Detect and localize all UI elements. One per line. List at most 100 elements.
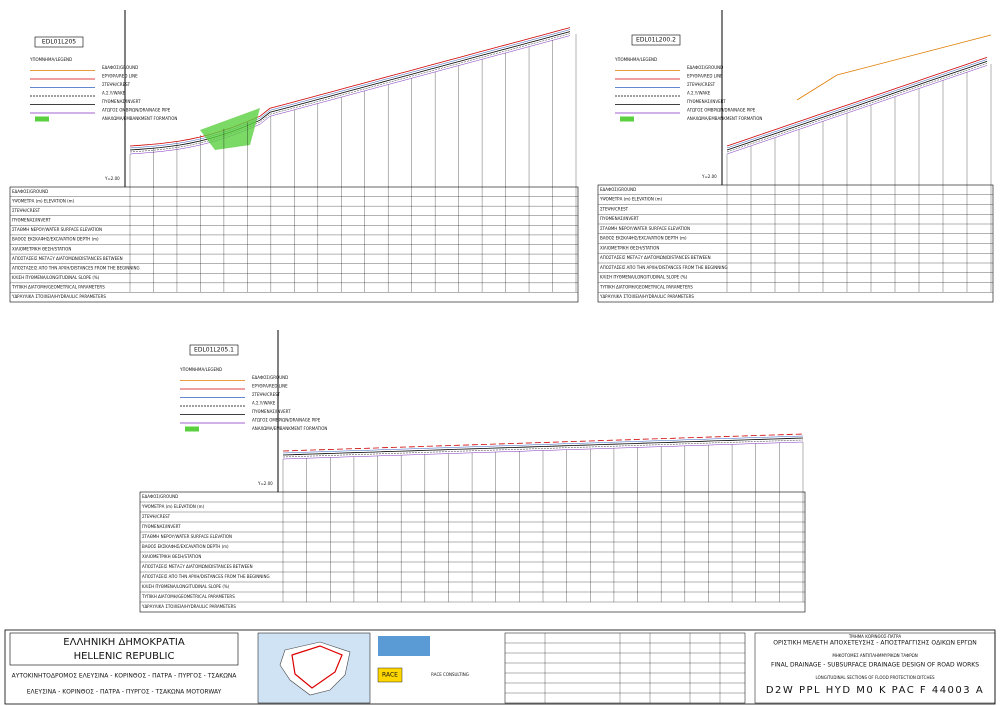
row-label: ΑΠΟΣΤΑΣΕΙΣ ΜΕΤΑΞΥ ΔΙΑΤΟΜΩΝ/DISTANCES BET…: [600, 255, 711, 260]
logo-race: [377, 667, 403, 683]
row-label: ΒΑΘΟΣ ΕΚΣΚΑΦΗΣ/EXCAVATION DEPTH (m): [142, 544, 229, 549]
map-shape: [279, 641, 351, 696]
profile-line: [282, 439, 804, 458]
row-label: ΣΤΑΘΜΗ ΝΕΡΟΥ/WATER SURFACE ELEVATION: [12, 227, 102, 232]
legend-entry: ΣΤΕΨΗ/CREST: [252, 392, 281, 397]
row-label: ΣΤΕΨΗ/CREST: [142, 514, 171, 519]
row-label: ΚΛΙΣΗ ΠΥΘΜΕΝΑ/LONGITUDINAL SLOPE (%): [12, 275, 100, 280]
legend-title: ΥΠΟΜΝΗΜΑ/LEGEND: [614, 57, 657, 62]
row-label: ΥΔΡΑΥΛΙΚΑ ΣΤΟΙΧΕΙΑ/HYDRAULIC PARAMETERS: [599, 294, 694, 299]
legend-entry: ΣΤΕΨΗ/CREST: [102, 82, 131, 87]
row-label: ΑΠΟΣΤΑΣΕΙΣ ΑΠΟ ΤΗΝ ΑΡΧΗ/DISTANCES FROM T…: [142, 574, 270, 579]
row-label: ΣΤΕΨΗ/CREST: [600, 206, 629, 211]
profile-line: [726, 65, 988, 155]
legend-entry: Α.Σ.Υ/WAKE: [102, 91, 126, 96]
legend-entry: ΑΓΩΓΟΣ ΟΜΒΡΙΩΝ/DRAINAGE PIPE: [252, 418, 321, 423]
row-label: ΑΠΟΣΤΑΣΕΙΣ ΑΠΟ ΤΗΝ ΑΡΧΗ/DISTANCES FROM T…: [12, 265, 140, 270]
logo-top: [378, 636, 430, 656]
profile-line: [726, 61, 988, 151]
legend-title: ΥΠΟΜΝΗΜΑ/LEGEND: [29, 57, 72, 62]
row-label: ΣΤΑΘΜΗ ΝΕΡΟΥ/WATER SURFACE ELEVATION: [142, 534, 232, 539]
panel-label: EDL01L205: [42, 39, 76, 46]
drawing-gr: ΜΗΚΟΤΟΜΕΣ ΑΝΤΙΠΛΗΜΜΥΡΙΚΩΝ ΤΑΦΡΩΝ: [832, 653, 917, 658]
legend-swatch: [35, 116, 49, 122]
profile-panel: EDL01L205.1 ΥΠΟΜΝΗΜΑ/LEGEND ΕΔΑΦΟΣ/GROUND Ε…: [139, 330, 806, 613]
profile-line: [282, 435, 804, 454]
legend-entry: Α.Σ.Υ/WAKE: [252, 401, 276, 406]
legend-entry: ΕΔΑΦΟΣ/GROUND: [252, 375, 288, 380]
profile-panel: EDL01L200.2 ΥΠΟΜΝΗΜΑ/LEGEND ΕΔΑΦΟΣ/GROUND Ε…: [597, 10, 994, 303]
legend-entry: ΑΝΑΧΩΜΑ/EMBANKMENT FORMATION: [252, 426, 327, 431]
embankment: [200, 108, 260, 150]
panel-label-box: [189, 344, 239, 356]
profile-line: [282, 437, 804, 456]
logo-consulting: RACE CONSULTING: [431, 672, 469, 677]
row-label: ΣΤΑΘΜΗ ΝΕΡΟΥ/WATER SURFACE ELEVATION: [600, 226, 690, 231]
row-label: ΕΔΑΦΟΣ/GROUND: [142, 494, 178, 499]
row-label: ΣΤΕΨΗ/CREST: [12, 208, 41, 213]
motorway-gr: ΑΥΤΟΚΙΝΗΤΟΔΡΟΜΟΣ ΕΛΕΥΣΙΝΑ - ΚΟΡΙΝΘΟΣ - Π…: [12, 673, 238, 680]
row-label: ΚΛΙΣΗ ΠΥΘΜΕΝΑ/LONGITUDINAL SLOPE (%): [600, 275, 688, 280]
title-block: ΕΛΛΗΝΙΚΗ ΔΗΜΟΚΡΑΤΙΑ HELLENIC REPUBLIC ΑΥ…: [4, 629, 996, 705]
row-label: ΑΠΟΣΤΑΣΕΙΣ ΑΠΟ ΤΗΝ ΑΡΧΗ/DISTANCES FROM T…: [600, 265, 728, 270]
row-label: ΕΔΑΦΟΣ/GROUND: [600, 187, 636, 192]
drawing-code: D2W PPL HYD M0 K PAC F 44003 A: [766, 685, 984, 696]
row-label: ΤΥΠΙΚΗ ΔΙΑΤΟΜΗ/GEOMETRICAL PARAMETERS: [599, 284, 693, 289]
profile-line: [129, 35, 571, 155]
profile-line: [129, 33, 571, 153]
profile-line: [726, 63, 988, 153]
panel-label-box: [631, 34, 681, 46]
ground-line: [796, 34, 992, 101]
panel-label: EDL01L205.1: [194, 347, 234, 354]
study-gr: ΟΡΙΣΤΙΚΗ ΜΕΛΕΤΗ ΑΠΟΧΕΤΕΥΣΗΣ - ΑΠΟΣΤΡΑΓΓΙ…: [773, 640, 976, 647]
row-label: ΠΥΘΜΕΝΑΣ/INVERT: [12, 218, 51, 223]
legend-entry: ΣΤΕΨΗ/CREST: [687, 82, 716, 87]
legend-entry: ΠΥΘΜΕΝΑΣ/INVERT: [252, 409, 291, 414]
row-label: ΥΔΡΑΥΛΙΚΑ ΣΤΟΙΧΕΙΑ/HYDRAULIC PARAMETERS: [141, 604, 236, 609]
legend-entry: ΕΔΑΦΟΣ/GROUND: [687, 65, 723, 70]
row-label: ΕΔΑΦΟΣ/GROUND: [12, 189, 48, 194]
study-en: FINAL DRAINAGE - SUBSURFACE DRAINAGE DES…: [771, 662, 979, 669]
row-label: ΥΨΟΜΕΤΡΑ (m) ELEVATION (m): [599, 197, 663, 202]
row-label: ΑΠΟΣΤΑΣΕΙΣ ΜΕΤΑΞΥ ΔΙΑΤΟΜΩΝ/DISTANCES BET…: [12, 256, 123, 261]
datum: Y=2.00: [701, 174, 717, 179]
panel-label: EDL01L200.2: [636, 37, 676, 44]
legend-entry: ΠΥΘΜΕΝΑΣ/INVERT: [102, 99, 141, 104]
row-label: ΚΛΙΣΗ ΠΥΘΜΕΝΑ/LONGITUDINAL SLOPE (%): [142, 584, 230, 589]
row-label: ΧΙΛΙΟΜΕΤΡΙΚΗ ΘΕΣΗ/STATION: [12, 246, 71, 251]
map-route: [291, 645, 343, 689]
republic-box: [9, 632, 239, 666]
row-label: ΥΨΟΜΕΤΡΑ (m) ELEVATION (m): [11, 198, 75, 203]
row-label: ΧΙΛΙΟΜΕΤΡΙΚΗ ΘΕΣΗ/STATION: [142, 554, 201, 559]
row-label: ΠΥΘΜΕΝΑΣ/INVERT: [142, 524, 181, 529]
profile-line: [726, 57, 988, 147]
profile-panel: EDL01L205 ΥΠΟΜΝΗΜΑ/LEGEND ΕΔΑΦΟΣ/GROUND ΕΡΥ…: [9, 10, 579, 303]
legend-entry: Α.Σ.Υ/WAKE: [687, 91, 711, 96]
legend-entry: ΑΓΩΓΟΣ ΟΜΒΡΙΩΝ/DRAINAGE PIPE: [102, 108, 171, 113]
logo-race-text: RACE: [382, 672, 398, 679]
legend-swatch: [620, 116, 634, 122]
profile-line: [726, 59, 988, 149]
profile-line: [129, 29, 571, 149]
row-label: ΥΨΟΜΕΤΡΑ (m) ELEVATION (m): [141, 504, 205, 509]
legend-entry: ΑΝΑΧΩΜΑ/EMBANKMENT FORMATION: [102, 116, 177, 121]
legend-swatch: [185, 426, 199, 432]
republic-gr: ΕΛΛΗΝΙΚΗ ΔΗΜΟΚΡΑΤΙΑ: [63, 637, 185, 648]
profile-line: [129, 31, 571, 151]
datum: Y=2.00: [104, 176, 120, 181]
motorway-en: ΕΛΕΥΣΙΝΑ - ΚΟΡΙΝΘΟΣ - ΠΑΤΡΑ - ΠΥΡΓΟΣ - Τ…: [27, 689, 222, 696]
row-label: ΒΑΘΟΣ ΕΚΣΚΑΦΗΣ/EXCAVATION DEPTH (m): [600, 236, 687, 241]
legend-entry: ΕΡΥΘΡΑ/RED LINE: [687, 74, 723, 79]
legend-entry: ΕΔΑΦΟΣ/GROUND: [102, 65, 138, 70]
drawing-en: LONGITUDINAL SECTIONS OF FLOOD PROTECTIO…: [815, 675, 934, 680]
row-label: ΥΔΡΑΥΛΙΚΑ ΣΤΟΙΧΕΙΑ/HYDRAULIC PARAMETERS: [11, 294, 106, 299]
row-label: ΑΠΟΣΤΑΣΕΙΣ ΜΕΤΑΞΥ ΔΙΑΤΟΜΩΝ/DISTANCES BET…: [142, 564, 253, 569]
revision-table: [504, 632, 746, 704]
profile-line: [129, 27, 571, 147]
profile-line: [282, 433, 804, 452]
row-label: ΧΙΛΙΟΜΕΤΡΙΚΗ ΘΕΣΗ/STATION: [600, 245, 659, 250]
legend-title: ΥΠΟΜΝΗΜΑ/LEGEND: [179, 367, 222, 372]
legend-entry: ΑΓΩΓΟΣ ΟΜΒΡΙΩΝ/DRAINAGE PIPE: [687, 108, 756, 113]
row-label: ΠΥΘΜΕΝΑΣ/INVERT: [600, 216, 639, 221]
